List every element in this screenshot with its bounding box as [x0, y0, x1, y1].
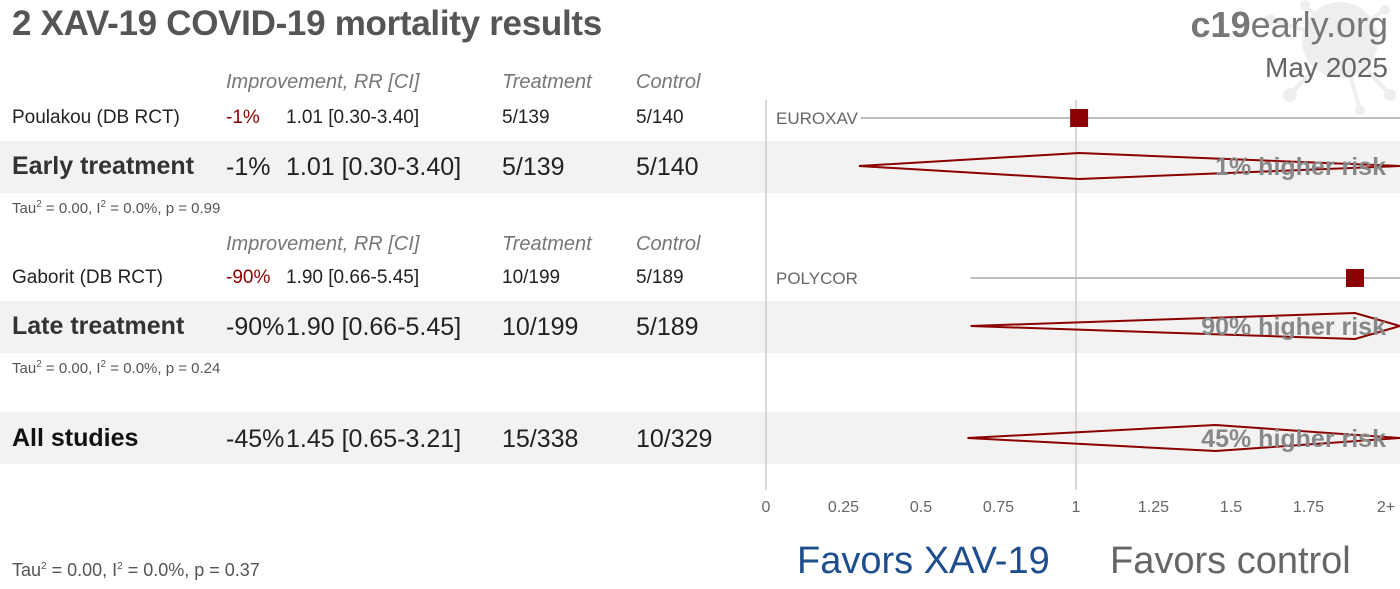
summary-rr-ci: 1.90 [0.66-5.45]	[286, 313, 462, 341]
summary-diamond	[970, 311, 1400, 341]
header-treatment: Treatment	[502, 233, 592, 255]
date-label: May 2025	[1265, 52, 1388, 83]
summary-control: 5/189	[636, 313, 699, 341]
header-control: Control	[636, 71, 701, 93]
summary-diamond	[858, 151, 1400, 181]
overall-stats: Tau2 = 0.00, I2 = 0.0%, p = 0.37	[12, 560, 260, 580]
study-rr-ci: 1.01 [0.30-3.40]	[286, 107, 420, 128]
overall-name: All studies	[12, 424, 139, 452]
x-tick-label: 1.5	[1220, 499, 1242, 516]
all-summary-band	[0, 412, 1400, 464]
overall-rr-ci: 1.45 [0.65-3.21]	[286, 425, 462, 453]
summary-name: Late treatment	[12, 312, 185, 340]
study-label: EUROXAV	[776, 109, 859, 128]
summary-rr-ci: 1.01 [0.30-3.40]	[286, 153, 462, 181]
x-tick-label: 2+	[1377, 499, 1395, 516]
study-improvement: -1%	[226, 107, 260, 128]
study-label-backing	[774, 109, 861, 128]
summary-treatment: 5/139	[502, 153, 565, 181]
study-improvement: -90%	[226, 267, 271, 288]
summary-risk-label: 45% higher risk	[1201, 425, 1386, 453]
summary-control: 5/140	[636, 153, 699, 181]
early-summary-band	[0, 141, 1400, 193]
group-stats: Tau2 = 0.00, I2 = 0.0%, p = 0.99	[12, 199, 221, 217]
summary-risk-label: 90% higher risk	[1201, 313, 1386, 341]
study-control: 5/189	[636, 267, 684, 288]
header-control: Control	[636, 233, 701, 255]
study-rr-ci: 1.90 [0.66-5.45]	[286, 267, 420, 288]
late-summary-band	[0, 301, 1400, 353]
study-marker	[1346, 269, 1364, 287]
summary-treatment: 10/199	[502, 313, 579, 341]
overall-control: 10/329	[636, 425, 713, 453]
study-name: Poulakou (DB RCT)	[12, 107, 180, 128]
study-name: Gaborit (DB RCT)	[12, 267, 163, 288]
x-tick-label: 1.25	[1138, 499, 1169, 516]
study-marker	[1070, 109, 1089, 127]
summary-improvement: -1%	[226, 153, 271, 181]
study-control: 5/140	[636, 107, 684, 128]
summary-diamond	[967, 423, 1400, 453]
overall-improvement: -45%	[226, 425, 285, 453]
x-tick-label: 0.75	[983, 499, 1014, 516]
brand-logo-text: c19early.org	[1190, 4, 1388, 45]
x-tick-label: 0.5	[910, 499, 932, 516]
study-treatment: 10/199	[502, 267, 561, 288]
virus-logo-icon	[1264, 0, 1396, 115]
favors-treatment-label: Favors XAV-19	[797, 540, 1050, 582]
page-title: 2 XAV-19 COVID-19 mortality results	[12, 4, 602, 43]
summary-name: Early treatment	[12, 152, 195, 180]
header-treatment: Treatment	[502, 71, 592, 93]
overall-treatment: 15/338	[502, 425, 579, 453]
x-tick-label: 0	[762, 499, 771, 516]
study-treatment: 5/139	[502, 107, 550, 128]
summary-improvement: -90%	[226, 313, 285, 341]
study-label-backing	[774, 269, 860, 288]
summary-risk-label: 1% higher risk	[1215, 153, 1386, 181]
x-tick-label: 0.25	[828, 499, 859, 516]
x-tick-label: 1.75	[1293, 499, 1324, 516]
favors-control-label: Favors control	[1110, 540, 1351, 582]
group-stats: Tau2 = 0.00, I2 = 0.0%, p = 0.24	[12, 359, 221, 377]
x-tick-label: 1	[1072, 499, 1081, 516]
header-improvement: Improvement, RR [CI]	[226, 233, 420, 255]
study-label: POLYCOR	[776, 269, 858, 288]
header-improvement: Improvement, RR [CI]	[226, 71, 420, 93]
